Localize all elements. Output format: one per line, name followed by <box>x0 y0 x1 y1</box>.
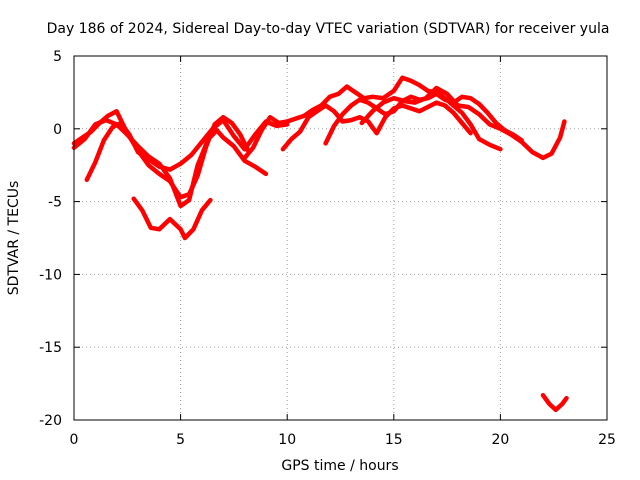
y-tick-label: -10 <box>39 267 62 283</box>
series-track-5 <box>242 75 503 161</box>
grid-lines <box>74 56 607 420</box>
plot-frame <box>73 55 608 421</box>
y-tick-label: -5 <box>48 195 62 211</box>
data-series <box>71 75 569 413</box>
series-track-2 <box>71 117 269 209</box>
x-axis-label: GPS time / hours <box>281 458 398 474</box>
series-track-8 <box>359 85 567 161</box>
chart-title: Day 186 of 2024, Sidereal Day-to-day VTE… <box>47 21 610 37</box>
x-tick-label: 5 <box>176 432 185 448</box>
x-tick-label: 10 <box>278 432 296 448</box>
x-tick-labels: 0 5 10 15 20 25 <box>70 432 616 448</box>
y-tick-label: -20 <box>39 413 62 429</box>
series-track-9 <box>540 392 569 413</box>
x-tick-label: 25 <box>598 432 616 448</box>
y-tick-label: -15 <box>39 340 62 356</box>
x-tick-label: 20 <box>491 432 509 448</box>
series-track-4 <box>131 196 213 241</box>
x-tick-label: 0 <box>70 432 79 448</box>
y-tick-label: 5 <box>53 49 62 65</box>
series-track-6 <box>280 100 473 152</box>
y-tick-labels: 5 0 -5 -10 -15 -20 <box>39 49 62 429</box>
series-track-3 <box>84 117 290 183</box>
y-tick-label: 0 <box>53 122 62 138</box>
y-axis-label: SDTVAR / TECUs <box>6 181 22 296</box>
x-tick-label: 15 <box>385 432 403 448</box>
